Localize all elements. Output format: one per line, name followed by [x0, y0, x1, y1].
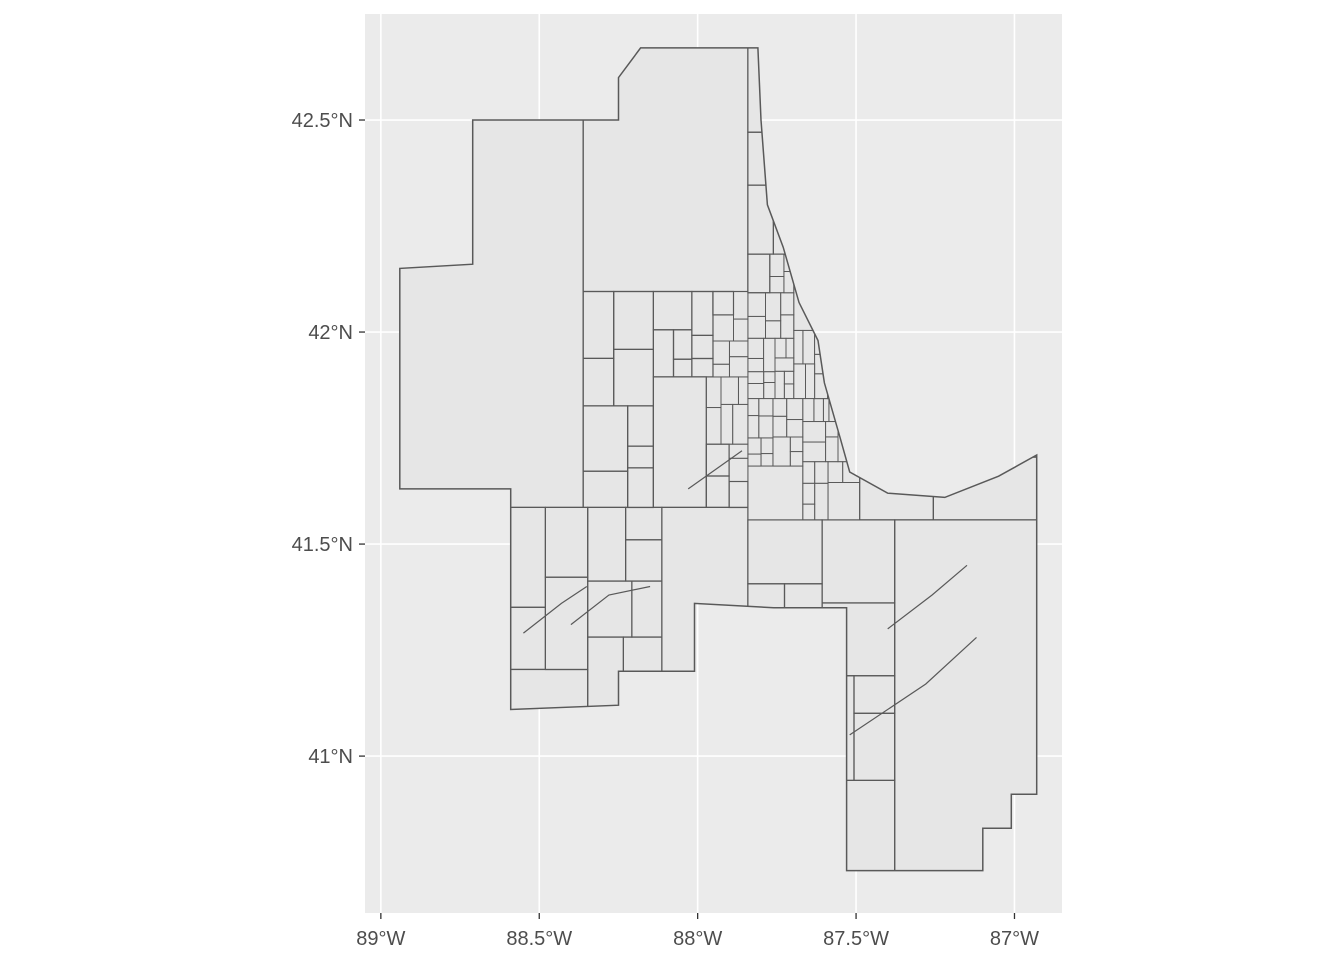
census-tract-region [399, 47, 1037, 871]
y-tick-label: 42.5°N [292, 110, 353, 132]
y-tick-label: 42°N [308, 322, 353, 344]
tract-boundary-line [849, 636, 977, 736]
x-tick-label: 87°W [990, 928, 1039, 950]
region-border [399, 47, 1038, 872]
axes: 89°W 88.5°W 88°W 87.5°W 87°W 41°N 41.5°N 42°N 42… [292, 110, 1040, 950]
y-tick-label: 41.5°N [292, 534, 353, 556]
x-tick-label: 89°W [356, 928, 405, 950]
tract-boundary-line [887, 564, 968, 630]
tract-boundary-line [687, 450, 743, 490]
y-tick-label: 41°N [308, 746, 353, 768]
x-tick-label: 88.5°W [506, 928, 572, 950]
x-tick-label: 87.5°W [823, 928, 889, 950]
x-tick-label: 88°W [673, 928, 722, 950]
tract-boundary-line [570, 585, 651, 626]
tract-boundary-line [523, 586, 588, 634]
